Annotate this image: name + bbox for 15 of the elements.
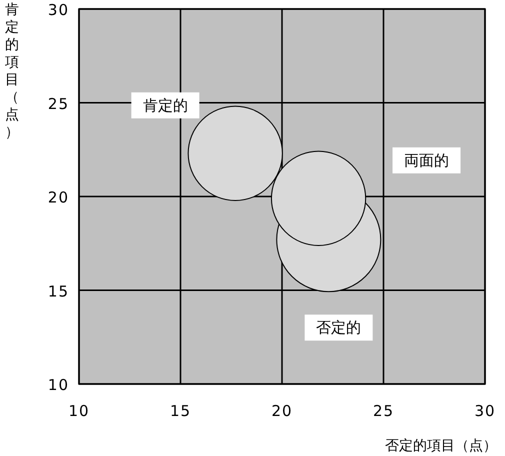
y-tick-label: 25 — [48, 94, 69, 113]
x-axis-title: 否定的項目（点） — [385, 438, 497, 454]
series-label: 否定的 — [316, 318, 362, 337]
x-tick-label: 15 — [170, 402, 192, 420]
y-axis-title: 肯定的項目（点） — [4, 2, 19, 140]
x-tick-label: 30 — [474, 402, 496, 420]
series-label: 肯定的 — [142, 96, 188, 114]
text: 両面的 — [404, 151, 450, 170]
x-tick-label: 20 — [271, 402, 293, 420]
y-tick-label: 20 — [48, 188, 69, 206]
x-tick-label: 25 — [372, 402, 394, 420]
y-tick-label: 10 — [48, 376, 69, 394]
y-tick-label: 15 — [48, 282, 69, 300]
x-tick-label: 10 — [68, 402, 90, 420]
y-tick-label: 30 — [48, 1, 69, 19]
